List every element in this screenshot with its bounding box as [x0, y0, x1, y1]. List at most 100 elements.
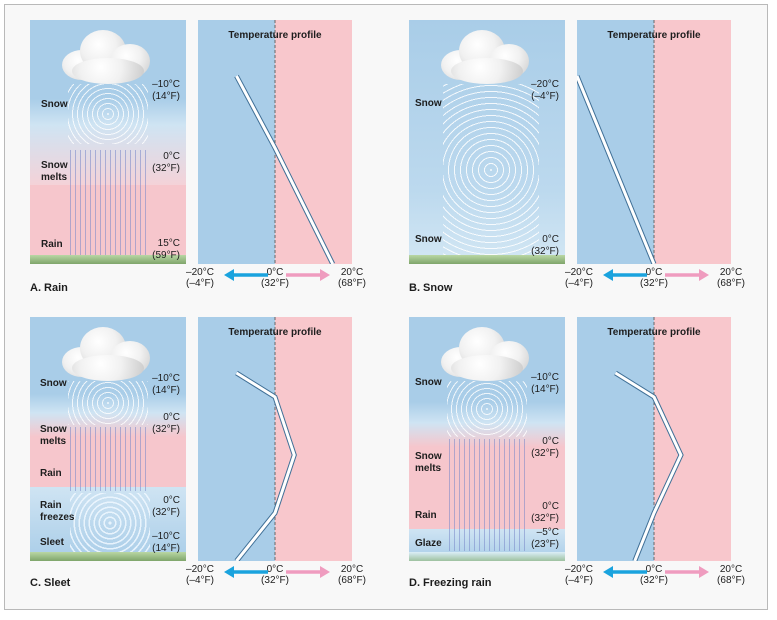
profile-line: [235, 371, 296, 561]
temperature-profile-chart: Temperature profile: [577, 20, 731, 264]
axis-tick-freezing: 0°C (32°F): [640, 267, 668, 289]
layer-label: Rain: [40, 468, 62, 479]
below-freezing-zone: [577, 20, 654, 264]
cold-arrow-icon: [603, 269, 613, 281]
temperature-label: 0°C (32°F): [152, 412, 180, 435]
glazed-ground: [409, 552, 565, 561]
falling-snow: [68, 84, 148, 144]
temperature-profile-chart: Temperature profile: [198, 20, 352, 264]
temperature-arrows: [224, 566, 330, 578]
temperature-label: 0°C (32°F): [531, 436, 559, 459]
temperature-label: –5°C (23°F): [531, 527, 559, 550]
falling-snow: [447, 381, 527, 437]
layer-label: Glaze: [415, 538, 442, 549]
temperature-label: 0°C (32°F): [531, 501, 559, 524]
temperature-arrows: [603, 269, 709, 281]
cold-arrow-icon: [224, 269, 234, 281]
falling-snow: [68, 381, 148, 425]
warm-arrow-icon: [699, 566, 709, 578]
cloud-blob: [451, 355, 523, 381]
snow-scene: Snow Snow –20°C (–4°F) 0°C (32°F): [409, 20, 565, 264]
warm-arrow-icon: [699, 269, 709, 281]
below-freezing-zone: [577, 317, 654, 561]
profile-svg: [198, 317, 352, 561]
falling-rain: [70, 427, 150, 491]
profile-svg: [198, 20, 352, 264]
cloud-icon: [435, 321, 535, 391]
panel-caption: B. Snow: [409, 282, 453, 294]
temperature-label: –20°C (–4°F): [531, 79, 559, 102]
below-freezing-zone: [198, 317, 275, 561]
temperature-label: –10°C (14°F): [152, 79, 180, 102]
panel-rain: Snow Snow melts Rain –10°C (14°F) 0°C (3…: [4, 4, 366, 294]
temperature-label: –10°C (14°F): [531, 372, 559, 395]
cloud-blob: [451, 58, 523, 84]
axis-tick-freezing: 0°C (32°F): [261, 564, 289, 586]
below-freezing-zone: [198, 20, 275, 264]
layer-label: Snow melts: [41, 160, 68, 183]
axis-tick-warm: 20°C (68°F): [338, 267, 366, 289]
panel-caption: C. Sleet: [30, 577, 71, 589]
cloud-blob: [72, 355, 144, 381]
warm-arrow-icon: [320, 269, 330, 281]
cloud-icon: [435, 24, 535, 94]
axis-tick-cold: –20°C (–4°F): [565, 267, 593, 289]
cold-arrow-icon: [224, 566, 234, 578]
temperature-label: –10°C (14°F): [152, 373, 180, 396]
ground: [409, 255, 565, 264]
panel-snow: Snow Snow –20°C (–4°F) 0°C (32°F) Temper…: [383, 4, 745, 294]
warm-arrow-icon: [320, 566, 330, 578]
layer-label: Snow melts: [40, 424, 67, 447]
axis-tick-cold: –20°C (–4°F): [186, 267, 214, 289]
falling-rain: [449, 439, 529, 551]
ground: [30, 255, 186, 264]
cloud-blob: [72, 58, 144, 84]
profile-svg: [577, 317, 731, 561]
axis-tick-warm: 20°C (68°F): [717, 267, 745, 289]
temperature-label: 0°C (32°F): [152, 151, 180, 174]
above-freezing-zone: [654, 20, 731, 264]
axis-tick-warm: 20°C (68°F): [338, 564, 366, 586]
profile-svg: [577, 20, 731, 264]
panel-caption: D. Freezing rain: [409, 577, 492, 589]
chart-title: Temperature profile: [228, 327, 322, 338]
layer-label: Snow: [415, 377, 442, 388]
axis-tick-cold: –20°C (–4°F): [565, 564, 593, 586]
cloud-icon: [56, 321, 156, 391]
layer-label: Rain: [415, 510, 437, 521]
chart-title: Temperature profile: [228, 30, 322, 41]
panel-caption: A. Rain: [30, 282, 68, 294]
temperature-profile-chart: Temperature profile: [198, 317, 352, 561]
falling-rain: [70, 150, 150, 256]
temperature-label: 0°C (32°F): [531, 234, 559, 257]
chart-title: Temperature profile: [607, 30, 701, 41]
layer-label: Rain: [41, 239, 63, 250]
axis-tick-freezing: 0°C (32°F): [640, 564, 668, 586]
falling-snow: [443, 84, 539, 256]
temperature-label: 0°C (32°F): [152, 495, 180, 518]
axis-tick-cold: –20°C (–4°F): [186, 564, 214, 586]
profile-line: [235, 75, 335, 264]
sleet-scene: Snow Snow melts Rain Rain freezes Sleet …: [30, 317, 186, 561]
chart-title: Temperature profile: [607, 327, 701, 338]
cold-arrow-icon: [603, 566, 613, 578]
temperature-label: 15°C (59°F): [152, 238, 180, 261]
temperature-profile-chart: Temperature profile: [577, 317, 731, 561]
temperature-label: –10°C (14°F): [152, 531, 180, 554]
rain-scene: Snow Snow melts Rain –10°C (14°F) 0°C (3…: [30, 20, 186, 264]
layer-label: Sleet: [40, 537, 64, 548]
temperature-arrows: [603, 566, 709, 578]
layer-label: Snow: [415, 234, 442, 245]
axis-tick-warm: 20°C (68°F): [717, 564, 745, 586]
panel-sleet: Snow Snow melts Rain Rain freezes Sleet …: [4, 301, 366, 589]
profile-line: [577, 75, 656, 264]
profile-line: [614, 371, 683, 561]
above-freezing-zone: [654, 317, 731, 561]
temperature-arrows: [224, 269, 330, 281]
layer-label: Snow melts: [415, 451, 442, 474]
layer-label: Snow: [415, 98, 442, 109]
ground: [30, 552, 186, 561]
layer-label: Snow: [41, 99, 68, 110]
cloud-icon: [56, 24, 156, 94]
freezing-rain-scene: Snow Snow melts Rain Glaze –10°C (14°F) …: [409, 317, 565, 561]
